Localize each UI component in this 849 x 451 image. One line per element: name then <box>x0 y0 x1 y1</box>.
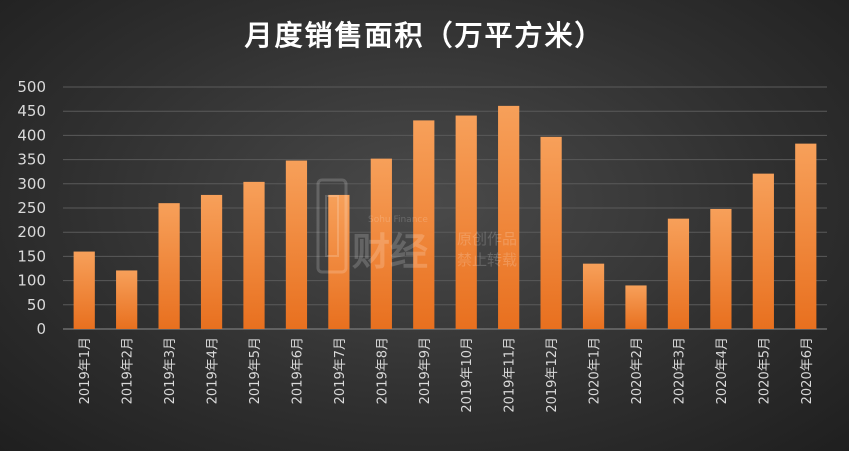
watermark-line1: 原创作品 <box>457 230 517 248</box>
watermark-brand: 财经 <box>352 230 428 274</box>
bar <box>158 203 180 329</box>
y-tick-label: 100 <box>17 272 46 290</box>
x-tick-label: 2020年3月 <box>672 337 687 404</box>
y-tick-label: 450 <box>17 102 46 120</box>
bars <box>73 105 817 330</box>
y-axis-ticks: 0 50 100 150 200 250 300 350 400 450 500 <box>17 78 46 338</box>
bar <box>710 208 732 329</box>
y-tick-label: 250 <box>17 199 46 217</box>
x-tick-label: 2020年2月 <box>630 337 645 404</box>
y-tick-label: 400 <box>17 126 46 144</box>
bar <box>243 181 265 329</box>
x-tick-label: 2019年5月 <box>248 337 263 404</box>
bar <box>625 285 647 329</box>
y-tick-label: 350 <box>17 151 46 169</box>
x-tick-label: 2019年10月 <box>460 337 475 413</box>
x-tick-label: 2019年7月 <box>333 337 348 404</box>
x-tick-label: 2019年3月 <box>163 337 178 404</box>
watermark: Sohu Finance 财经 原创作品 禁止转载 <box>316 178 517 274</box>
bar <box>116 270 138 329</box>
bar <box>413 120 435 330</box>
bar <box>370 158 392 329</box>
x-tick-label: 2020年4月 <box>715 337 730 404</box>
y-tick-label: 150 <box>17 247 46 265</box>
bar <box>582 263 605 329</box>
y-tick-label: 50 <box>27 296 46 314</box>
bar <box>667 218 690 329</box>
x-tick-label: 2019年1月 <box>78 337 93 404</box>
bar <box>752 173 774 329</box>
y-tick-label: 200 <box>17 223 46 241</box>
bar <box>498 105 520 329</box>
x-tick-label: 2020年1月 <box>588 337 603 404</box>
bar <box>200 194 223 329</box>
bar <box>328 194 350 329</box>
x-tick-label: 2019年9月 <box>418 337 433 404</box>
x-tick-label: 2019年11月 <box>503 337 518 413</box>
bar <box>540 136 562 329</box>
bar <box>795 143 817 329</box>
y-tick-label: 0 <box>36 320 46 338</box>
x-tick-label: 2019年2月 <box>121 337 136 404</box>
x-tick-label: 2020年5月 <box>757 337 772 404</box>
x-axis-ticks: 2019年1月 2019年2月 2019年3月 2019年4月 2019年5月 2019年… <box>78 337 815 413</box>
chart-title: 月度销售面积（万平方米） <box>244 19 605 52</box>
x-tick-label: 2019年4月 <box>206 337 221 404</box>
bar <box>73 251 95 329</box>
x-tick-label: 2019年6月 <box>290 337 305 404</box>
x-tick-label: 2019年8月 <box>375 337 390 404</box>
bar <box>455 115 477 329</box>
y-tick-label: 300 <box>17 175 46 193</box>
y-tick-label: 500 <box>17 78 46 96</box>
x-tick-label: 2020年6月 <box>800 337 815 404</box>
watermark-small: Sohu Finance <box>368 215 428 225</box>
grid-lines <box>63 86 827 330</box>
bar <box>285 160 308 329</box>
x-tick-label: 2019年12月 <box>545 337 560 413</box>
watermark-line2: 禁止转载 <box>457 251 517 269</box>
